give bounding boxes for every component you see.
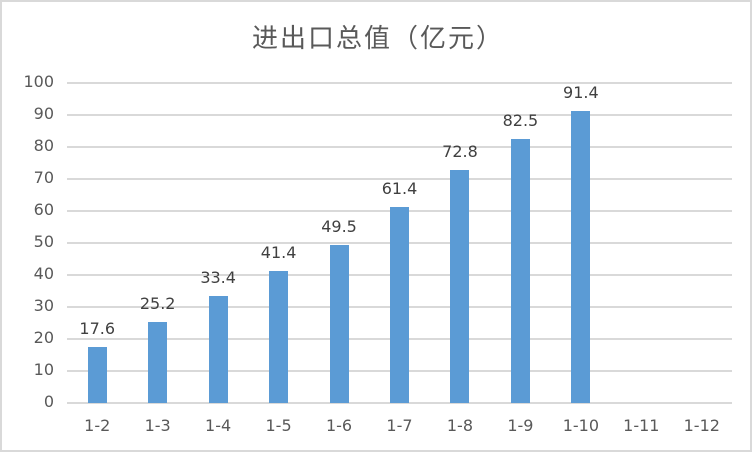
x-axis-line [67, 402, 732, 404]
bar [208, 296, 228, 403]
y-tick-label: 90 [33, 104, 54, 123]
gridline [67, 114, 732, 116]
data-label: 72.8 [442, 142, 478, 162]
x-tick-label: 1-2 [84, 416, 111, 435]
bar [450, 170, 470, 403]
y-tick-label: 100 [23, 72, 54, 91]
bar [571, 110, 591, 403]
x-tick-label: 1-10 [562, 416, 600, 435]
y-tick-label: 20 [33, 328, 54, 347]
y-tick-label: 80 [33, 136, 54, 155]
data-label: 33.4 [200, 268, 236, 288]
gridline [67, 178, 732, 180]
data-label: 61.4 [381, 178, 418, 198]
x-tick-label: 1-5 [265, 416, 292, 435]
x-tick-label: 1-9 [507, 416, 534, 435]
bar [510, 139, 530, 403]
x-tick-label: 1-4 [205, 416, 232, 435]
chart-title: 进出口总值（亿元） [251, 24, 504, 54]
y-tick-label: 40 [33, 264, 54, 283]
bar [390, 206, 409, 403]
bar [269, 270, 289, 403]
x-tick-label: 1-7 [386, 416, 413, 435]
y-tick-label: 0 [43, 392, 54, 411]
gridline [67, 82, 732, 84]
y-tick-label: 50 [33, 232, 54, 251]
y-tick-label: 30 [33, 296, 54, 315]
data-label: 49.5 [321, 216, 357, 236]
bar [148, 322, 168, 403]
x-tick-label: 1-12 [683, 416, 720, 435]
gridline [67, 146, 732, 148]
bar [87, 346, 107, 403]
x-tick-label: 1-11 [623, 416, 660, 435]
data-label: 17.6 [79, 318, 116, 338]
x-tick-label: 1-3 [144, 416, 171, 435]
bar [329, 244, 349, 403]
data-label: 82.5 [502, 111, 539, 130]
y-tick-label: 10 [33, 360, 54, 379]
data-label: 25.2 [139, 294, 176, 314]
x-tick-label: 1-8 [446, 416, 474, 435]
data-label: 41.4 [260, 242, 297, 262]
data-label: 91.4 [563, 82, 599, 102]
y-tick-label: 60 [33, 200, 54, 219]
x-tick-label: 1-6 [325, 416, 353, 435]
y-tick-label: 70 [33, 168, 54, 187]
